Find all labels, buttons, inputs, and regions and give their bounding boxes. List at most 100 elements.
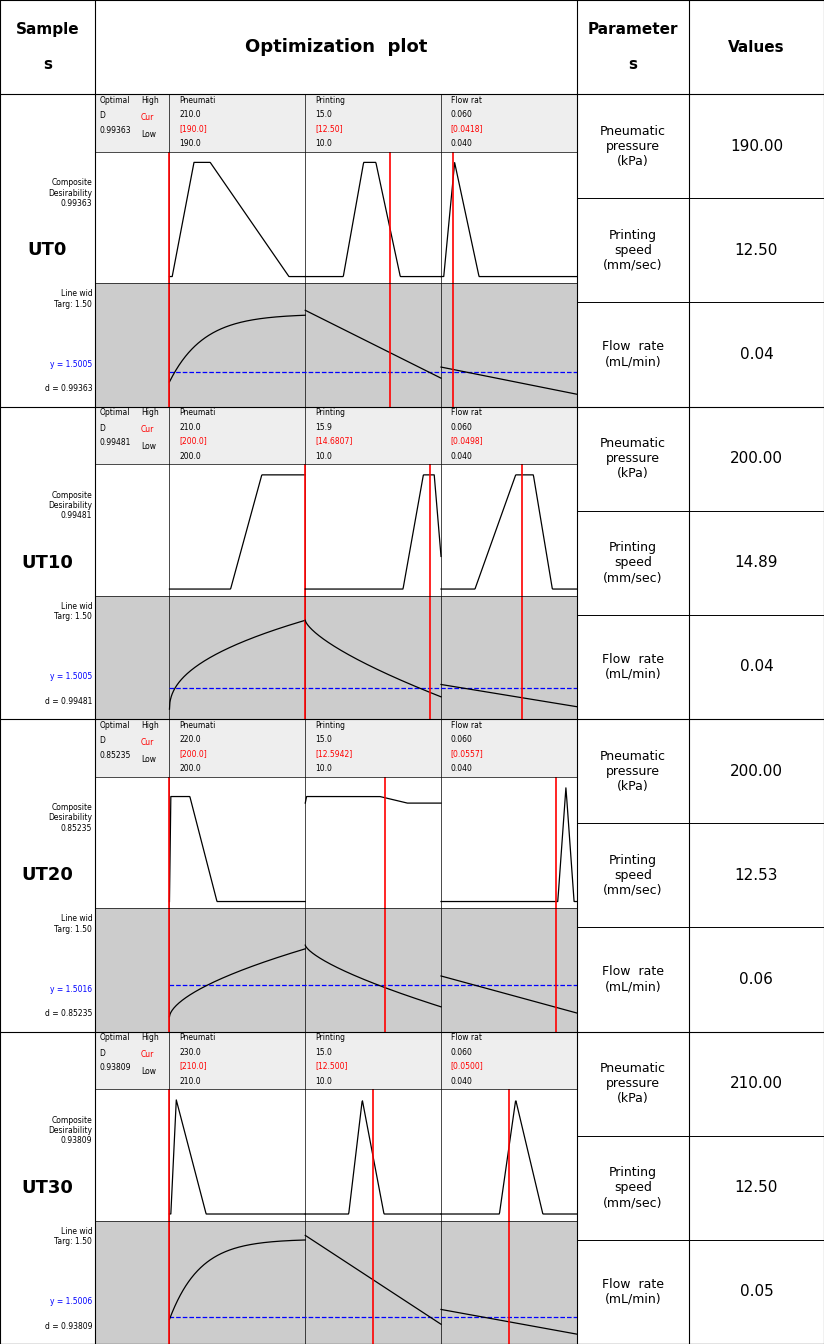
Text: Flow  rate
(mL/min): Flow rate (mL/min) — [602, 1278, 664, 1306]
Text: Composite
Desirability
0.85235: Composite Desirability 0.85235 — [49, 804, 92, 833]
Text: D: D — [100, 423, 105, 433]
Text: 12.50: 12.50 — [735, 243, 778, 258]
Text: 15.0: 15.0 — [315, 735, 332, 745]
Text: Flow rat: Flow rat — [451, 95, 482, 105]
Text: Optimal: Optimal — [100, 409, 130, 417]
Text: Cur: Cur — [141, 1050, 154, 1059]
Text: Pneumatic
pressure
(kPa): Pneumatic pressure (kPa) — [600, 750, 666, 793]
Text: Flow  rate
(mL/min): Flow rate (mL/min) — [602, 653, 664, 681]
Text: Printing: Printing — [315, 720, 345, 730]
Text: Low: Low — [141, 442, 156, 452]
Text: D: D — [100, 1048, 105, 1058]
Text: y = 1.5006: y = 1.5006 — [50, 1297, 92, 1306]
Text: Flow rat: Flow rat — [451, 720, 482, 730]
Text: 210.0: 210.0 — [179, 1077, 201, 1086]
Text: 190.00: 190.00 — [730, 138, 783, 153]
Text: [12.500]: [12.500] — [315, 1062, 348, 1071]
Text: 12.50: 12.50 — [735, 1180, 778, 1195]
Text: 10.0: 10.0 — [315, 452, 332, 461]
Text: Pneumati: Pneumati — [179, 409, 216, 417]
Text: 210.00: 210.00 — [730, 1077, 783, 1091]
Text: Optimization  plot: Optimization plot — [245, 38, 427, 56]
Text: Flow rat: Flow rat — [451, 409, 482, 417]
Text: Line wid
Targ: 1.50: Line wid Targ: 1.50 — [54, 289, 92, 309]
Text: Printing: Printing — [315, 409, 345, 417]
Text: UT20: UT20 — [21, 867, 73, 884]
Text: Parameter

s: Parameter s — [588, 22, 678, 73]
Text: 0.060: 0.060 — [451, 110, 472, 120]
Text: Flow  rate
(mL/min): Flow rate (mL/min) — [602, 965, 664, 993]
Text: y = 1.5016: y = 1.5016 — [50, 985, 92, 993]
Text: Low: Low — [141, 755, 156, 763]
Text: UT30: UT30 — [21, 1179, 73, 1196]
Text: Cur: Cur — [141, 425, 154, 434]
Text: d = 0.99363: d = 0.99363 — [44, 384, 92, 394]
Text: 0.85235: 0.85235 — [100, 751, 131, 759]
Text: [210.0]: [210.0] — [179, 1062, 207, 1071]
Text: 15.0: 15.0 — [315, 110, 332, 120]
Text: 0.06: 0.06 — [739, 972, 774, 986]
Text: 12.53: 12.53 — [735, 868, 778, 883]
Text: 190.0: 190.0 — [179, 140, 201, 148]
Text: [190.0]: [190.0] — [179, 124, 207, 133]
Text: Optimal: Optimal — [100, 720, 130, 730]
Text: Printing
speed
(mm/sec): Printing speed (mm/sec) — [603, 1167, 662, 1210]
Text: 200.00: 200.00 — [730, 763, 783, 778]
Text: Printing
speed
(mm/sec): Printing speed (mm/sec) — [603, 542, 662, 585]
Text: [14.6807]: [14.6807] — [315, 437, 353, 446]
Text: [200.0]: [200.0] — [179, 749, 207, 758]
Text: UT10: UT10 — [21, 554, 73, 571]
Text: Printing: Printing — [315, 95, 345, 105]
Text: 0.99481: 0.99481 — [100, 438, 131, 448]
Text: 15.0: 15.0 — [315, 1048, 332, 1056]
Text: Optimal: Optimal — [100, 1034, 130, 1042]
Text: Pneumati: Pneumati — [179, 95, 216, 105]
Text: Composite
Desirability
0.99481: Composite Desirability 0.99481 — [49, 491, 92, 520]
Text: 200.0: 200.0 — [179, 452, 201, 461]
Text: [12.5942]: [12.5942] — [315, 749, 352, 758]
Text: D: D — [100, 112, 105, 121]
Text: d = 0.99481: d = 0.99481 — [45, 696, 92, 706]
Text: Printing: Printing — [315, 1034, 345, 1042]
Text: D: D — [100, 737, 105, 746]
Text: d = 0.93809: d = 0.93809 — [44, 1321, 92, 1331]
Text: 0.040: 0.040 — [451, 140, 472, 148]
Text: Low: Low — [141, 130, 156, 138]
Text: 10.0: 10.0 — [315, 765, 332, 773]
Text: Flow rat: Flow rat — [451, 1034, 482, 1042]
Text: 0.040: 0.040 — [451, 765, 472, 773]
Text: Pneumatic
pressure
(kPa): Pneumatic pressure (kPa) — [600, 437, 666, 480]
Text: Line wid
Targ: 1.50: Line wid Targ: 1.50 — [54, 1227, 92, 1246]
Text: Low: Low — [141, 1067, 156, 1077]
Text: 220.0: 220.0 — [179, 735, 201, 745]
Text: 0.99363: 0.99363 — [100, 126, 131, 134]
Text: 0.04: 0.04 — [740, 660, 773, 675]
Text: Cur: Cur — [141, 113, 154, 121]
Text: Values: Values — [728, 39, 784, 55]
Text: y = 1.5005: y = 1.5005 — [50, 672, 92, 681]
Text: Line wid
Targ: 1.50: Line wid Targ: 1.50 — [54, 602, 92, 621]
Text: 0.040: 0.040 — [451, 452, 472, 461]
Text: High: High — [141, 720, 159, 730]
Text: 0.040: 0.040 — [451, 1077, 472, 1086]
Text: y = 1.5005: y = 1.5005 — [50, 360, 92, 368]
Text: [200.0]: [200.0] — [179, 437, 207, 446]
Text: 0.05: 0.05 — [740, 1285, 773, 1300]
Text: Pneumati: Pneumati — [179, 1034, 216, 1042]
Text: 210.0: 210.0 — [179, 110, 201, 120]
Text: [0.0418]: [0.0418] — [451, 124, 483, 133]
Text: 10.0: 10.0 — [315, 1077, 332, 1086]
Text: Pneumatic
pressure
(kPa): Pneumatic pressure (kPa) — [600, 1062, 666, 1105]
Text: Optimal: Optimal — [100, 95, 130, 105]
Text: Composite
Desirability
0.93809: Composite Desirability 0.93809 — [49, 1116, 92, 1145]
Text: Sample

s: Sample s — [16, 22, 79, 73]
Text: 200.0: 200.0 — [179, 765, 201, 773]
Text: Composite
Desirability
0.99363: Composite Desirability 0.99363 — [49, 179, 92, 208]
Text: 0.060: 0.060 — [451, 423, 472, 431]
Text: Flow  rate
(mL/min): Flow rate (mL/min) — [602, 340, 664, 368]
Text: d = 0.85235: d = 0.85235 — [45, 1009, 92, 1019]
Text: Pneumati: Pneumati — [179, 720, 216, 730]
Text: High: High — [141, 95, 159, 105]
Text: High: High — [141, 1034, 159, 1042]
Text: 0.060: 0.060 — [451, 735, 472, 745]
